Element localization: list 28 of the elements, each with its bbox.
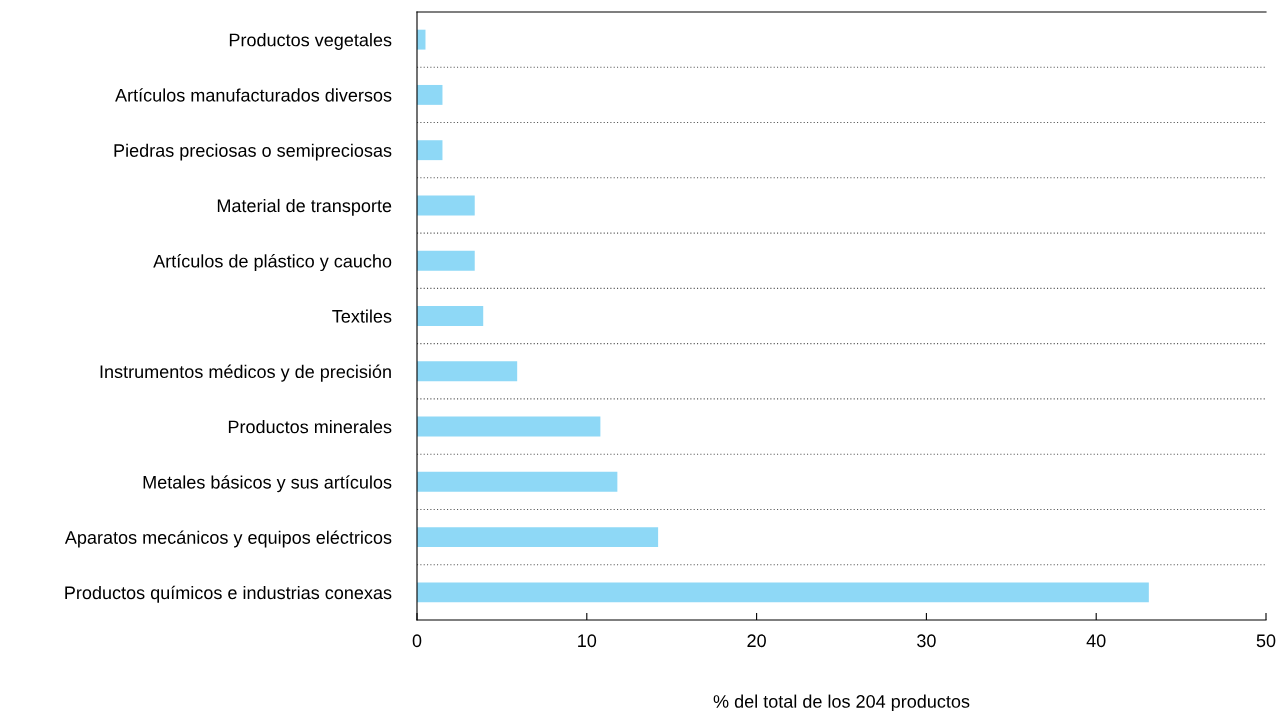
y-tick-label: Piedras preciosas o semipreciosas [114,143,392,161]
x-tick-label: 50 [1256,634,1276,648]
bar [417,84,443,105]
bar [417,361,518,382]
bar [417,416,601,437]
bar [417,306,484,326]
x-tick-label: 0 [412,634,422,648]
bar [417,582,1149,603]
bar [417,527,659,548]
x-tick-label: 20 [747,634,766,648]
y-tick-label: Instrumentos médicos y de precisión [100,364,391,382]
y-tick-label: Productos vegetales [229,33,392,50]
y-tick-label: Textiles [332,309,392,323]
x-axis-title: % del total de los 204 productos [713,694,970,711]
y-tick-label: Material de transporte [217,198,392,216]
y-tick-label: Productos químicos e industrias conexas [65,585,392,603]
y-tick-label: Artículos manufacturados diversos [115,88,392,102]
bar [417,195,475,216]
y-tick-label: Productos minerales [228,420,392,434]
y-tick-label: Metales básicos y sus artículos [143,475,392,493]
x-tick-label: 10 [578,634,597,648]
bar [417,140,443,161]
bar [417,471,618,492]
bar [417,250,475,271]
y-tick-label: Aparatos mecánicos y equipos eléctricos [64,530,392,548]
x-tick-label: 30 [917,634,936,648]
y-tick-label: Artículos de plástico y caucho [153,254,392,272]
x-tick-label: 40 [1086,634,1106,648]
